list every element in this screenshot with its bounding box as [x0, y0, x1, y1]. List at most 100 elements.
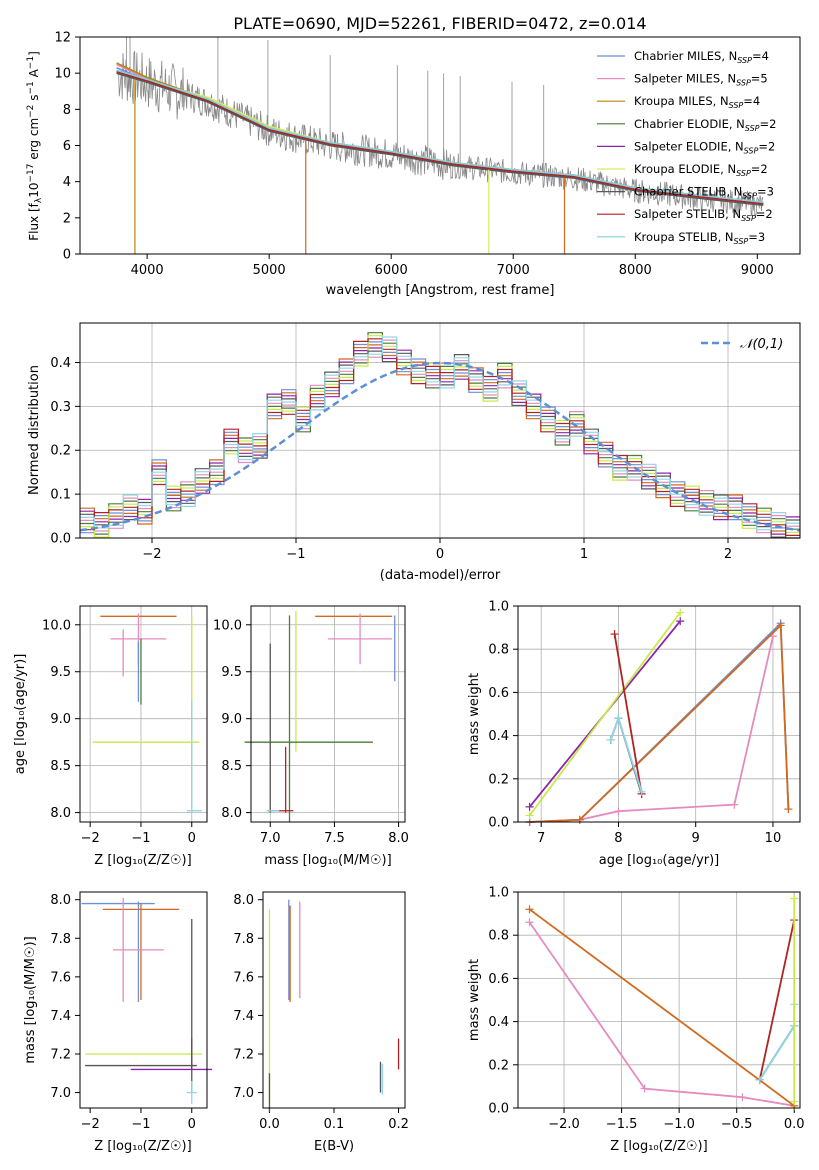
spectrum-plot-area [116, 37, 764, 254]
model-fit-line [116, 72, 764, 206]
weight-z-marker [525, 918, 534, 927]
weight-age-line [529, 621, 790, 823]
legend-label: Salpeter ELODIE, NSSP=2 [634, 139, 775, 155]
weight-age-line [529, 623, 790, 823]
spectrum-ytick-label: 0 [63, 248, 71, 263]
weight-age-line [609, 715, 643, 795]
residual-panel: −2 −1 0 1 2 0.0 0.1 0.2 0.3 0.4 (data-model)/err… [27, 322, 801, 583]
weight-age-ytick-label: 0.4 [488, 729, 509, 744]
weight-z-xtick-label: −1.5 [606, 1117, 638, 1132]
weight-age-marker [614, 714, 623, 723]
age-mass-group: 7.0 7.5 8.0 8.0 8.5 9.0 9.5 10.0 [213, 606, 409, 846]
mass-ebv-xtick-label: 0.2 [388, 1117, 409, 1132]
age-z-ytick-label: 9.5 [50, 665, 71, 680]
weight-age-marker [575, 815, 584, 824]
mass-z-group: −2 −1 0 7.0 7.2 7.4 7.6 7.8 8.0 [50, 893, 213, 1132]
parameter-panels: −2 −1 0 8.0 8.5 9.0 9.5 10.0 age [log₁₀(age/yr)]… [13, 600, 805, 1155]
mass-z-ytick-label: 8.0 [50, 893, 71, 908]
age-mass-ytick-label: 10.0 [213, 618, 242, 633]
weight-age-group: 7 8 9 10 0.0 0.2 0.4 0.6 0.8 1.0 [488, 600, 800, 846]
age-mass-xlabel: mass [log₁₀(M/M☉)] [264, 853, 391, 868]
spectrum-xtick-label: 4000 [131, 263, 164, 278]
age-z-xtick-label: −2 [81, 831, 100, 846]
weight-age-xlabel: age [log₁₀(age/yr)] [599, 853, 720, 868]
weight-age-marker [614, 807, 623, 816]
weight-age-line [613, 633, 643, 795]
spectrum-xtick-label: 6000 [375, 263, 408, 278]
weight-age-marker [637, 787, 646, 796]
legend-label: Salpeter MILES, NSSP=5 [634, 72, 768, 88]
residual-ylabel: Normed distribution [27, 365, 42, 495]
model-fit-line [116, 62, 697, 196]
age-mass-ytick-label: 8.0 [221, 806, 242, 821]
weight-age-ytick-label: 0.2 [488, 772, 509, 787]
age-z-ytick-label: 10.0 [42, 618, 71, 633]
mass-z-ytick-label: 7.4 [50, 1009, 71, 1024]
spectrum-xtick-label: 8000 [619, 263, 652, 278]
age-mass-ytick-label: 9.0 [221, 712, 242, 727]
weight-age-frame [517, 605, 801, 823]
mass-ebv-xtick-label: 0.0 [259, 1117, 280, 1132]
weight-z-ytick-label: 0.0 [488, 1102, 509, 1117]
mass-z-xtick-label: −1 [131, 1117, 150, 1132]
weight-age-marker [676, 608, 685, 617]
mass-ebv-ytick-label: 7.6 [233, 970, 254, 985]
model-fit-line [116, 69, 764, 204]
spectrum-title: PLATE=0690, MJD=52261, FIBERID=0472, z=0… [233, 14, 646, 33]
weight-z-ytick-label: 1.0 [488, 886, 509, 901]
age-z-frame [79, 605, 208, 823]
age-z-xlabel: Z [log₁₀(Z/Z☉)] [94, 853, 191, 868]
weight-age-line [529, 635, 774, 823]
residual-ytick-label: 0.1 [50, 488, 71, 503]
residual-legend: 𝒩(0,1) [701, 337, 783, 352]
mass-ebv-group: 0.0 0.1 0.2 7.0 7.2 7.4 7.6 7.8 8.0 [233, 893, 409, 1132]
legend-label: Chabrier ELODIE, NSSP=2 [634, 117, 776, 133]
weight-age-marker [525, 811, 534, 820]
gaussian-legend-label: 𝒩(0,1) [740, 337, 783, 352]
weight-z-marker [790, 1097, 799, 1106]
weight-age-line [528, 611, 681, 817]
age-mass-xtick-label: 8.0 [388, 831, 409, 846]
weight-age-ytick-label: 0.8 [488, 643, 509, 658]
residual-ytick-label: 0.3 [50, 400, 71, 415]
weight-z-frame [517, 891, 801, 1109]
residual-xlabel: (data-model)/error [380, 568, 501, 583]
model-fit-line [116, 70, 764, 205]
weight-age-marker [784, 805, 793, 814]
mass-z-xtick-label: 0 [188, 1117, 196, 1132]
weight-age-marker [730, 800, 739, 809]
residual-plot-area [79, 323, 801, 539]
mass-z-ytick-label: 7.0 [50, 1086, 71, 1101]
residual-xtick-label: 2 [724, 547, 732, 562]
weight-z-ytick-label: 0.8 [488, 929, 509, 944]
weight-age-ytick-label: 0.6 [488, 686, 509, 701]
legend-label: Kroupa ELODIE, NSSP=2 [634, 162, 768, 178]
mass-ebv-ytick-label: 7.0 [233, 1086, 254, 1101]
weight-age-marker [676, 617, 685, 626]
age-z-group: −2 −1 0 8.0 8.5 9.0 9.5 10.0 [42, 606, 207, 846]
age-z-ytick-label: 9.0 [50, 712, 71, 727]
weight-z-marker [755, 1075, 764, 1084]
age-z-xtick-label: 0 [188, 831, 196, 846]
weight-age-xtick-label: 10 [765, 831, 782, 846]
weight-z-ytick-label: 0.2 [488, 1058, 509, 1073]
model-fit-line [116, 66, 697, 199]
spectrum-yticks: 0 2 4 6 8 10 12 [54, 31, 80, 263]
spectrum-ytick-label: 12 [54, 31, 71, 46]
weight-z-xtick-label: −1.0 [663, 1117, 695, 1132]
weight-z-xlabel: Z [log₁₀(Z/Z☉)] [610, 1139, 707, 1154]
weight-age-ytick-label: 1.0 [488, 600, 509, 615]
age-mass-xtick-label: 7.0 [260, 831, 281, 846]
mass-ebv-ytick-label: 7.8 [233, 932, 254, 947]
age-mass-ytick-label: 9.5 [221, 665, 242, 680]
model-fit-line [116, 63, 697, 198]
residual-ytick-label: 0.0 [50, 532, 71, 547]
residual-xtick-label: 0 [436, 547, 444, 562]
weight-z-ylabel: mass weight [467, 959, 482, 1041]
age-mass-xtick-label: 7.5 [324, 831, 345, 846]
mass-ebv-xlabel: E(B-V) [314, 1139, 354, 1154]
spectrum-ytick-label: 4 [63, 175, 71, 190]
legend-label: Kroupa STELIB, NSSP=3 [634, 230, 765, 246]
legend-label: Chabrier STELIB, NSSP=3 [634, 185, 774, 201]
age-mass-frame [250, 605, 406, 823]
